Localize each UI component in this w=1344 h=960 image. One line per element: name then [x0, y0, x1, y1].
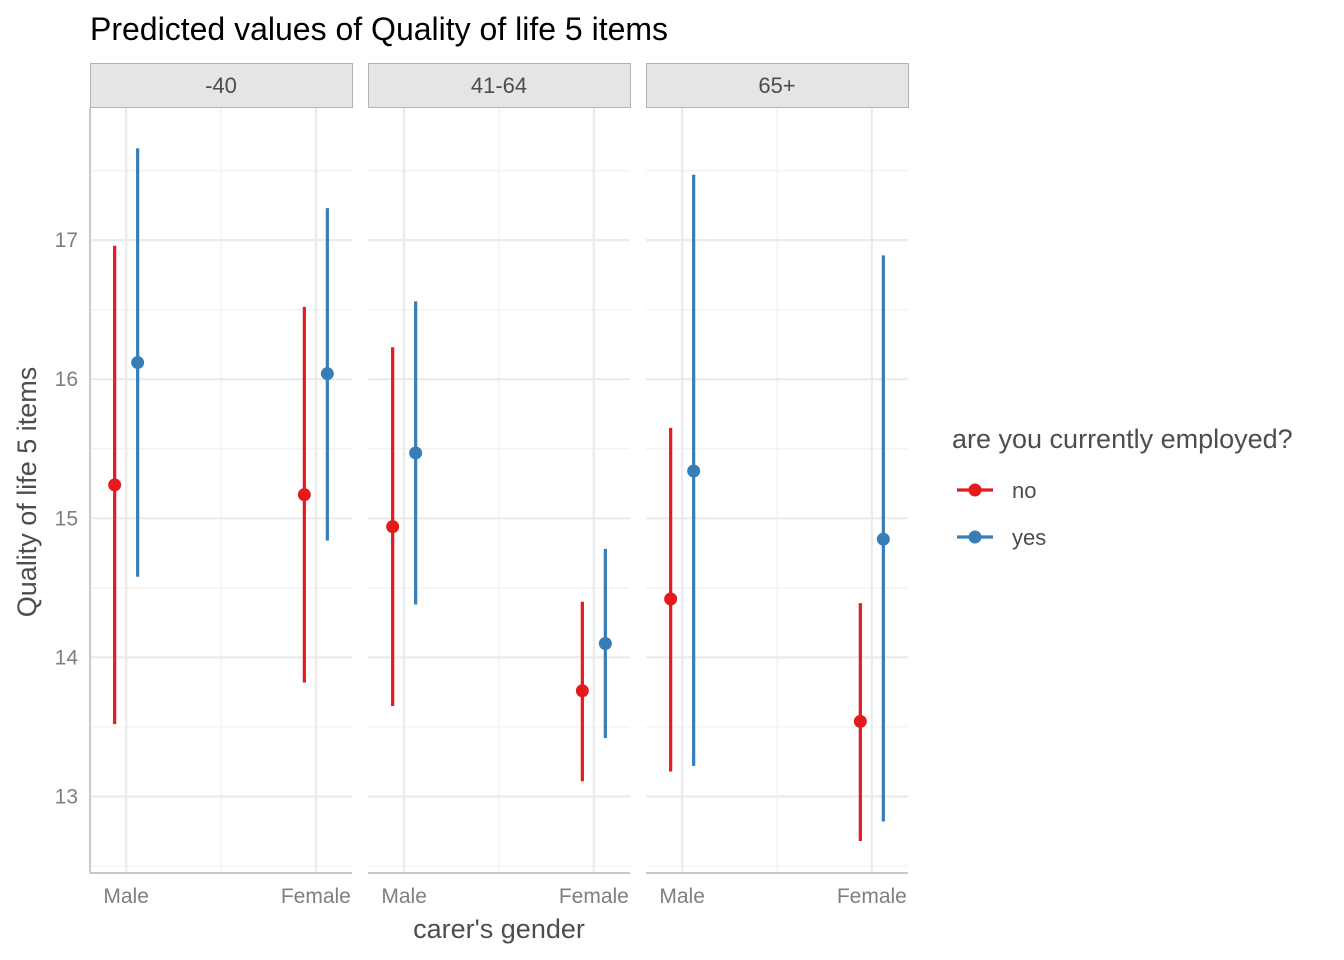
facet-strip: [646, 63, 909, 108]
x-tick-label: Female: [837, 885, 907, 908]
facet-panels: -40 Male Female 41-64 Male Female 65+ Male Femal…: [55, 63, 909, 908]
x-tick-label: Male: [103, 885, 149, 908]
point-estimate: [575, 684, 589, 698]
x-tick-label: Male: [659, 885, 705, 908]
x-axis-title: carer's gender: [413, 914, 585, 944]
x-tick-label: Female: [559, 885, 629, 908]
facet-strip-label: 41-64: [471, 73, 527, 98]
legend-title: are you currently employed?: [952, 424, 1293, 454]
point-estimate: [876, 532, 890, 546]
facet-strip: [368, 63, 631, 108]
facet-panel: -40 Male Female: [89, 63, 353, 908]
facet-panel: 41-64 Male Female: [368, 63, 631, 908]
point-estimate: [131, 356, 145, 370]
facet-strip: [90, 63, 353, 108]
legend-label: no: [1012, 478, 1036, 503]
point-estimate: [687, 464, 701, 478]
point-estimate: [664, 592, 678, 606]
point-estimate: [320, 367, 334, 381]
point-estimate: [108, 478, 122, 492]
y-axis-title: Quality of life 5 items: [12, 367, 42, 618]
point-estimate: [386, 520, 400, 534]
point-estimate: [598, 637, 612, 650]
facet-strip-label: -40: [205, 73, 237, 98]
y-tick-label: 14: [55, 646, 79, 669]
y-tick-label: 17: [55, 229, 78, 252]
y-tick-label: 15: [55, 507, 78, 530]
point-estimate: [297, 488, 311, 502]
x-tick-label: Female: [281, 885, 351, 908]
facet-strip-label: 65+: [758, 73, 795, 98]
y-tick-label: 13: [55, 786, 78, 809]
facet-panel: 65+ Male Female: [646, 63, 909, 908]
point-estimate: [409, 446, 423, 460]
y-tick-label: 16: [55, 368, 78, 391]
legend-key-point: [968, 483, 982, 497]
point-estimate: [853, 714, 867, 728]
x-tick-label: Male: [381, 885, 427, 908]
legend-key-point: [968, 530, 982, 544]
legend: are you currently employed? no yes: [952, 424, 1293, 550]
legend-label: yes: [1012, 525, 1046, 550]
chart-title: Predicted values of Quality of life 5 it…: [90, 11, 668, 47]
